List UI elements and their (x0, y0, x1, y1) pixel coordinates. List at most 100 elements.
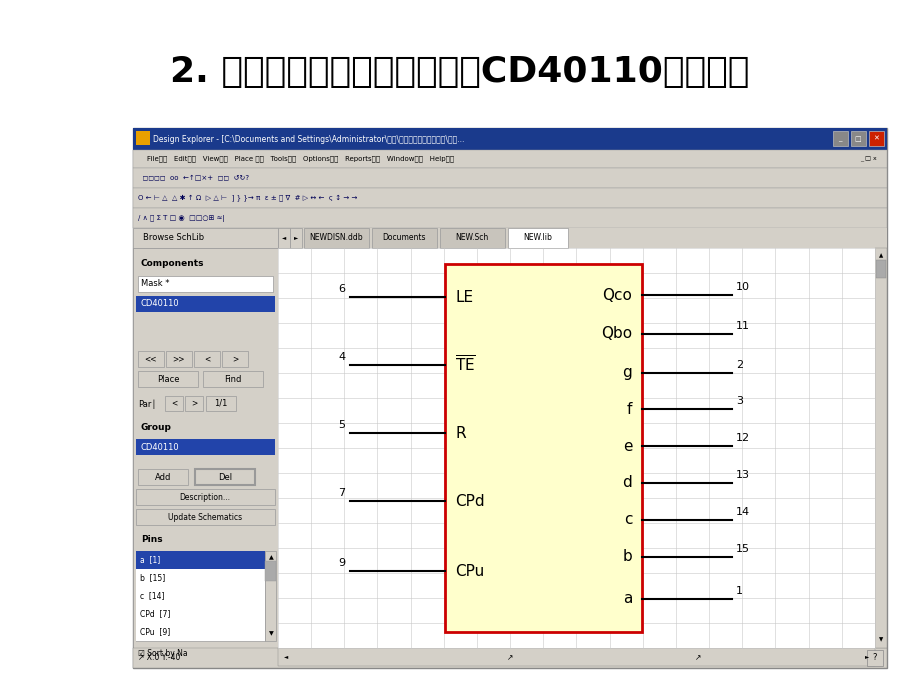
Bar (138, 469, 187, 485)
Bar (303, 228, 369, 248)
Text: >>: >> (173, 355, 185, 364)
Text: ◄: ◄ (284, 655, 288, 660)
Text: _: _ (837, 136, 841, 142)
Bar (138, 276, 273, 292)
Text: 15: 15 (735, 544, 749, 553)
Text: Par│: Par│ (138, 400, 156, 408)
Text: 13: 13 (735, 470, 749, 480)
Text: >: > (232, 355, 238, 364)
Bar (136, 623, 265, 641)
Text: 9: 9 (338, 558, 346, 569)
Text: >: > (190, 399, 197, 408)
Bar (136, 131, 150, 145)
Bar (138, 351, 164, 367)
Text: ◄: ◄ (281, 235, 286, 241)
Text: 14: 14 (735, 506, 749, 517)
Text: ▲: ▲ (268, 555, 273, 560)
Text: Update Schematics: Update Schematics (168, 513, 242, 522)
Bar (136, 551, 265, 641)
Text: Group: Group (141, 424, 172, 433)
Bar (185, 396, 203, 411)
Bar (445, 264, 641, 632)
Text: <<: << (144, 355, 157, 364)
Text: O ← ⊢ △  △ ✱ ↑ Ω  ▷ △ ⊢  ] } }→ π  ε ± ⟡ ∇  # ▷ ↔ ←  ς ↕ → →: O ← ⊢ △ △ ✱ ↑ Ω ▷ △ ⊢ ] } }→ π ε ± ⟡ ∇ #… (138, 195, 357, 201)
Bar (278, 228, 289, 248)
Bar (136, 439, 275, 455)
Bar (289, 228, 301, 248)
Text: a: a (622, 591, 631, 607)
Text: 2. 打开元件库文件，新建元件CD40110，并保存: 2. 打开元件库文件，新建元件CD40110，并保存 (170, 55, 749, 89)
Bar (136, 605, 265, 623)
Bar (136, 551, 265, 569)
Bar (850, 131, 865, 146)
Bar (136, 489, 275, 505)
Text: ↗ X:0 Y:-40: ↗ X:0 Y:-40 (138, 653, 180, 662)
Bar (507, 228, 567, 248)
Text: 10: 10 (735, 282, 749, 293)
Bar (133, 248, 278, 648)
Bar (136, 569, 265, 587)
Text: 3: 3 (735, 396, 742, 406)
Bar (133, 168, 886, 188)
Text: 2: 2 (735, 359, 742, 370)
Text: c  [14]: c [14] (140, 591, 165, 600)
Text: CPu  [9]: CPu [9] (140, 627, 170, 636)
Text: ◻◻◻◻  oo  ←↑□×+  ◻◻  ↺↻?: ◻◻◻◻ oo ←↑□×+ ◻◻ ↺↻? (138, 175, 249, 181)
Text: NEW.Sch: NEW.Sch (455, 233, 488, 242)
Text: ►: ► (864, 655, 868, 660)
Bar (874, 248, 886, 648)
Bar (138, 371, 198, 387)
Bar (133, 188, 886, 208)
Text: Qco: Qco (602, 288, 631, 303)
Bar (875, 260, 885, 278)
Text: Components: Components (141, 259, 204, 268)
Text: NEW.lib: NEW.lib (523, 233, 551, 242)
Bar (206, 396, 236, 411)
Bar (195, 469, 255, 485)
Bar (265, 551, 276, 641)
Bar (133, 150, 886, 168)
Text: CPd: CPd (455, 494, 484, 509)
Text: CD40110: CD40110 (141, 442, 179, 451)
Text: 4: 4 (338, 352, 346, 362)
Text: Del: Del (218, 473, 232, 482)
Bar (133, 228, 278, 248)
Text: e: e (622, 439, 631, 453)
Text: <: < (171, 399, 177, 408)
Text: _ □ x: _ □ x (859, 156, 876, 162)
Text: 1/1: 1/1 (214, 399, 227, 408)
Bar (165, 396, 183, 411)
Bar (278, 248, 874, 648)
Text: Browse SchLib: Browse SchLib (142, 233, 204, 242)
Bar (133, 228, 886, 248)
Bar (165, 351, 192, 367)
Text: c: c (623, 512, 631, 527)
Text: ▼: ▼ (268, 631, 273, 636)
Text: 11: 11 (735, 321, 749, 331)
Bar (221, 351, 248, 367)
Text: $\overline{\rm TE}$: $\overline{\rm TE}$ (455, 355, 476, 375)
Bar (133, 128, 886, 150)
Text: Add: Add (154, 473, 171, 482)
Text: ►: ► (293, 235, 298, 241)
Text: g: g (622, 365, 631, 380)
Text: Pins: Pins (141, 535, 163, 544)
Text: Documents: Documents (381, 233, 425, 242)
Text: b: b (622, 549, 631, 564)
Bar (136, 587, 265, 605)
Text: ↗: ↗ (506, 653, 513, 662)
Text: d: d (622, 475, 631, 491)
Bar (265, 561, 276, 581)
Bar (832, 131, 847, 146)
Text: 6: 6 (338, 284, 346, 294)
Text: NEWDISN.ddb: NEWDISN.ddb (309, 233, 362, 242)
Text: CPu: CPu (455, 564, 484, 579)
Text: ▲: ▲ (878, 253, 882, 259)
Bar (136, 509, 275, 525)
Text: b  [15]: b [15] (140, 573, 165, 582)
Text: <: < (204, 355, 210, 364)
Text: / ∧ ⌒ Σ T □ ◉  □□○⊞ ≈|: / ∧ ⌒ Σ T □ ◉ □□○⊞ ≈| (138, 215, 224, 221)
Bar (868, 131, 883, 146)
Bar (439, 228, 505, 248)
Bar (133, 128, 886, 668)
